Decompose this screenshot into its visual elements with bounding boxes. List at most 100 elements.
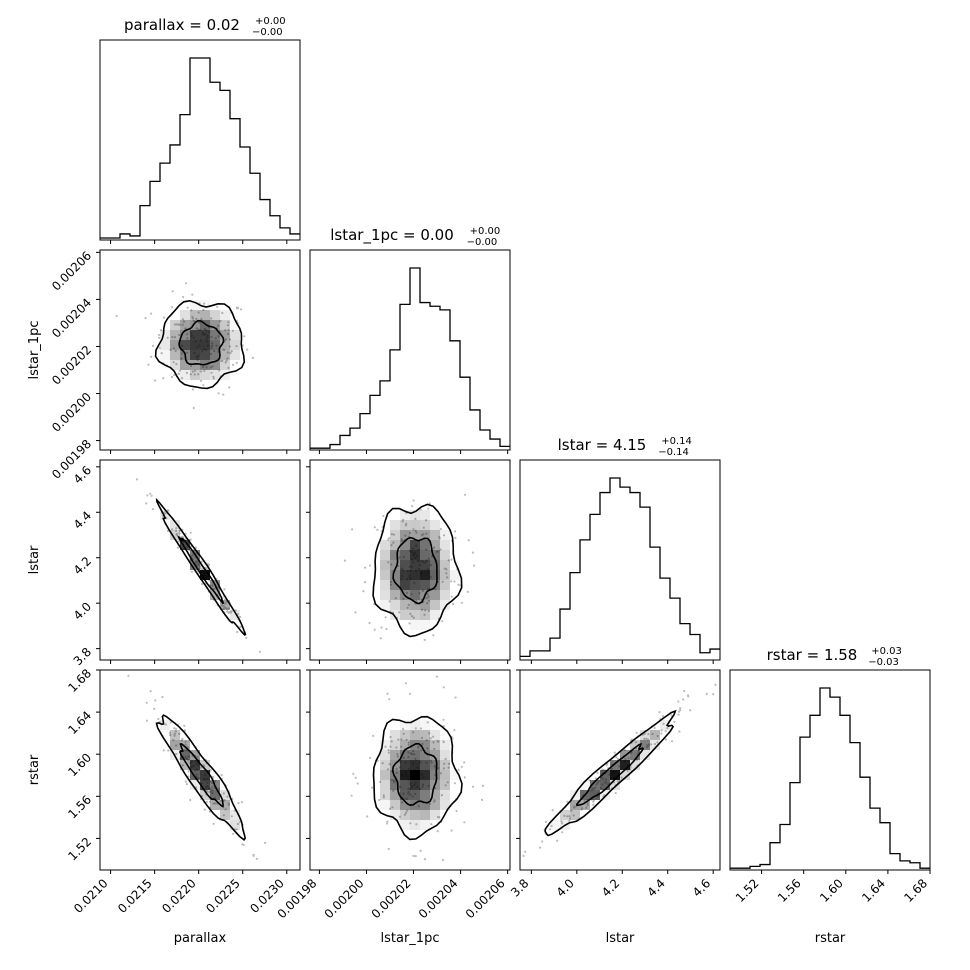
- density-cell: [640, 750, 650, 760]
- scatter-point: [199, 379, 203, 382]
- title-lstar: lstar = 4.15: [558, 436, 647, 454]
- scatter-point: [427, 609, 430, 613]
- scatter-point: [191, 388, 195, 391]
- density-cell: [190, 340, 200, 350]
- scatter-point: [414, 529, 417, 533]
- panel-frame-lstar_1pc-rstar: [309, 669, 511, 871]
- scatter-point: [354, 776, 357, 779]
- density-cell: [410, 530, 420, 540]
- scatter-point: [184, 740, 187, 743]
- scatter-point: [405, 738, 408, 741]
- density-cell: [590, 790, 600, 800]
- scatter-point: [455, 809, 458, 813]
- ytick-label-rstar: 1.52: [65, 835, 94, 864]
- scatter-point: [178, 369, 181, 372]
- density-cell: [410, 730, 420, 740]
- scatter-point: [412, 854, 415, 858]
- scatter-point: [236, 822, 240, 826]
- density-cell: [400, 820, 410, 830]
- density-cell: [430, 590, 440, 600]
- scatter-point: [643, 732, 646, 735]
- scatter-point: [433, 747, 436, 751]
- scatter-point: [186, 337, 189, 340]
- scatter-point: [620, 776, 623, 779]
- density-cell: [610, 760, 620, 770]
- density-cell: [380, 780, 390, 790]
- scatter-point: [412, 731, 415, 734]
- density-cell: [430, 730, 440, 740]
- scatter-point: [158, 333, 161, 337]
- scatter-point: [167, 749, 170, 752]
- scatter-point: [569, 817, 572, 820]
- scatter-point: [364, 566, 367, 569]
- scatter-point: [408, 622, 411, 625]
- scatter-point: [172, 347, 175, 350]
- density-cell: [400, 760, 410, 770]
- scatter-point: [423, 638, 426, 642]
- scatter-point: [199, 370, 202, 373]
- density-cell: [390, 610, 400, 620]
- scatter-point: [439, 527, 442, 531]
- scatter-point: [664, 738, 668, 741]
- scatter-point: [664, 730, 667, 733]
- scatter-point: [154, 699, 157, 702]
- scatter-point: [454, 530, 457, 533]
- scatter-point: [226, 795, 229, 798]
- scatter-point: [231, 329, 234, 332]
- scatter-point: [149, 492, 152, 495]
- scatter-point: [585, 806, 588, 809]
- scatter-point: [586, 802, 590, 805]
- density-cell: [400, 580, 410, 590]
- density-cell: [420, 790, 430, 800]
- density-cell: [400, 610, 410, 620]
- density-cell: [410, 510, 420, 520]
- scatter-point: [605, 764, 608, 767]
- scatter-point: [645, 737, 648, 740]
- scatter-point: [176, 546, 179, 549]
- xaxis-label-lstar_1pc: lstar_1pc: [381, 931, 440, 946]
- scatter-point: [385, 627, 388, 631]
- density-cell: [200, 310, 210, 320]
- scatter-point: [397, 564, 400, 568]
- density-cell: [450, 570, 460, 580]
- scatter-point: [217, 392, 220, 395]
- density-cell: [230, 610, 240, 620]
- scatter-point: [231, 363, 235, 366]
- scatter-point: [228, 345, 231, 348]
- scatter-point: [428, 502, 431, 505]
- density-cell: [400, 540, 410, 550]
- ytick-label-lstar: 3.8: [71, 645, 94, 668]
- density-cell: [390, 810, 400, 820]
- scatter-point: [150, 494, 153, 497]
- scatter-point: [211, 365, 214, 368]
- scatter-point: [190, 570, 193, 573]
- density-cell: [600, 790, 610, 800]
- scatter-point: [234, 609, 237, 612]
- scatter-point: [425, 597, 428, 600]
- scatter-point: [419, 727, 422, 730]
- scatter-point: [411, 615, 414, 618]
- scatter-point: [660, 729, 663, 732]
- scatter-point: [225, 607, 228, 610]
- scatter-point: [195, 317, 198, 320]
- scatter-point: [420, 736, 424, 740]
- density-cell: [430, 610, 440, 620]
- scatter-point: [629, 765, 632, 768]
- scatter-point: [421, 589, 424, 593]
- scatter-point: [402, 727, 405, 731]
- density-cell: [430, 580, 440, 590]
- ytick-label-lstar_1pc: 0.00200: [49, 390, 94, 435]
- density-cell: [190, 370, 200, 380]
- density-cell: [420, 760, 430, 770]
- scatter-point: [466, 590, 469, 594]
- scatter-point: [186, 333, 189, 336]
- scatter-point: [433, 799, 436, 802]
- scatter-point: [180, 739, 183, 742]
- scatter-point: [429, 737, 432, 740]
- ytick-label-lstar: 4.0: [71, 599, 94, 622]
- scatter-point: [210, 371, 213, 374]
- scatter-point: [239, 615, 242, 619]
- density-cell: [380, 770, 390, 780]
- scatter-point: [614, 792, 617, 795]
- title-upper-lstar: +0.14: [661, 436, 692, 447]
